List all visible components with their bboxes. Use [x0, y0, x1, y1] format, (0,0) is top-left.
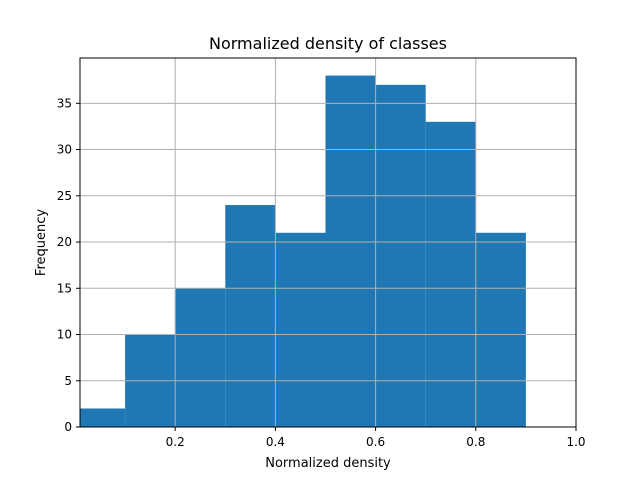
- histogram-bar: [275, 232, 326, 427]
- y-tick-label: 15: [57, 281, 72, 295]
- x-tick-label: 0.8: [466, 435, 485, 449]
- x-tick-label: 0.4: [266, 435, 285, 449]
- x-tick-label: 1.0: [566, 435, 585, 449]
- histogram-bar: [80, 408, 126, 427]
- histogram-bar: [375, 84, 426, 427]
- x-tick-label: 0.6: [366, 435, 385, 449]
- chart-title: Normalized density of classes: [209, 34, 447, 53]
- histogram-bars: [80, 75, 526, 428]
- histogram-bar: [175, 288, 226, 427]
- x-axis-ticks: 0.2 0.4 0.6 0.8 1.0: [166, 427, 586, 449]
- histogram-bar: [225, 205, 276, 427]
- x-tick-label: 0.2: [166, 435, 185, 449]
- histogram-bar: [425, 121, 476, 428]
- histogram-bar: [475, 232, 526, 427]
- y-tick-label: 10: [57, 328, 72, 342]
- y-tick-label: 0: [64, 420, 72, 434]
- y-tick-label: 5: [64, 374, 72, 388]
- y-axis-label: Frequency: [34, 209, 49, 276]
- x-axis-label: Normalized density: [265, 456, 391, 471]
- histogram-bar: [325, 75, 376, 428]
- y-tick-label: 30: [57, 143, 72, 157]
- y-tick-label: 35: [57, 96, 72, 110]
- y-axis-ticks: 0 5 10 15 20 25 30 35: [57, 96, 80, 434]
- y-tick-label: 25: [57, 189, 72, 203]
- y-tick-label: 20: [57, 235, 72, 249]
- plot-frame: [79, 57, 577, 428]
